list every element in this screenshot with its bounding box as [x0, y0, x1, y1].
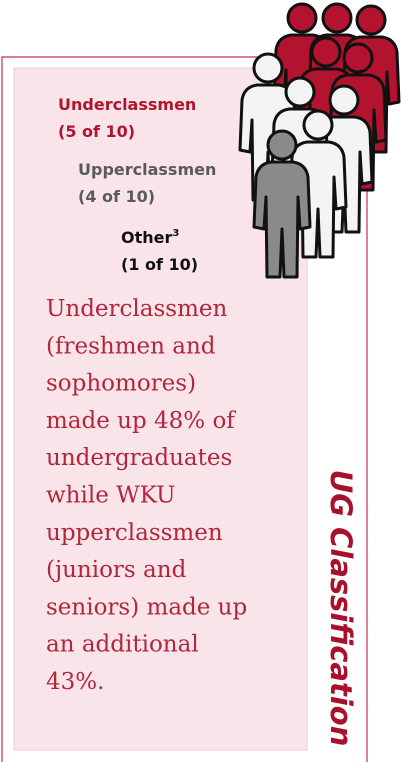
group-label: Underclassmen: [58, 95, 196, 114]
group-count: (1 of 10): [121, 255, 198, 274]
paragraph-line: upperclassmen: [46, 520, 223, 546]
paragraph-line: an additional: [46, 632, 199, 658]
paragraph-line: Underclassmen: [46, 296, 228, 322]
paragraph-line: while WKU: [46, 483, 176, 509]
side-title: UG Classification: [324, 470, 358, 747]
outer-frame: [1, 56, 368, 762]
paragraph-line: 43%.: [46, 669, 104, 695]
group-label: Upperclassmen: [78, 160, 216, 179]
paragraph-line: undergraduates: [46, 445, 232, 471]
paragraph: Underclassmen (freshmen and sophomores) mad…: [46, 296, 247, 695]
paragraph-line: seniors) made up: [46, 594, 247, 620]
footnote-mark: 3: [172, 228, 179, 239]
paragraph-line: sophomores): [46, 371, 196, 397]
paragraph-line: (juniors and: [46, 557, 187, 583]
paragraph-line: (freshmen and: [46, 333, 216, 359]
group-label-text: Other: [121, 228, 172, 247]
group-count: (4 of 10): [78, 187, 155, 206]
group-count: (5 of 10): [58, 122, 135, 141]
group-label: Other3: [121, 228, 179, 247]
paragraph-line: made up 48% of: [46, 408, 236, 434]
